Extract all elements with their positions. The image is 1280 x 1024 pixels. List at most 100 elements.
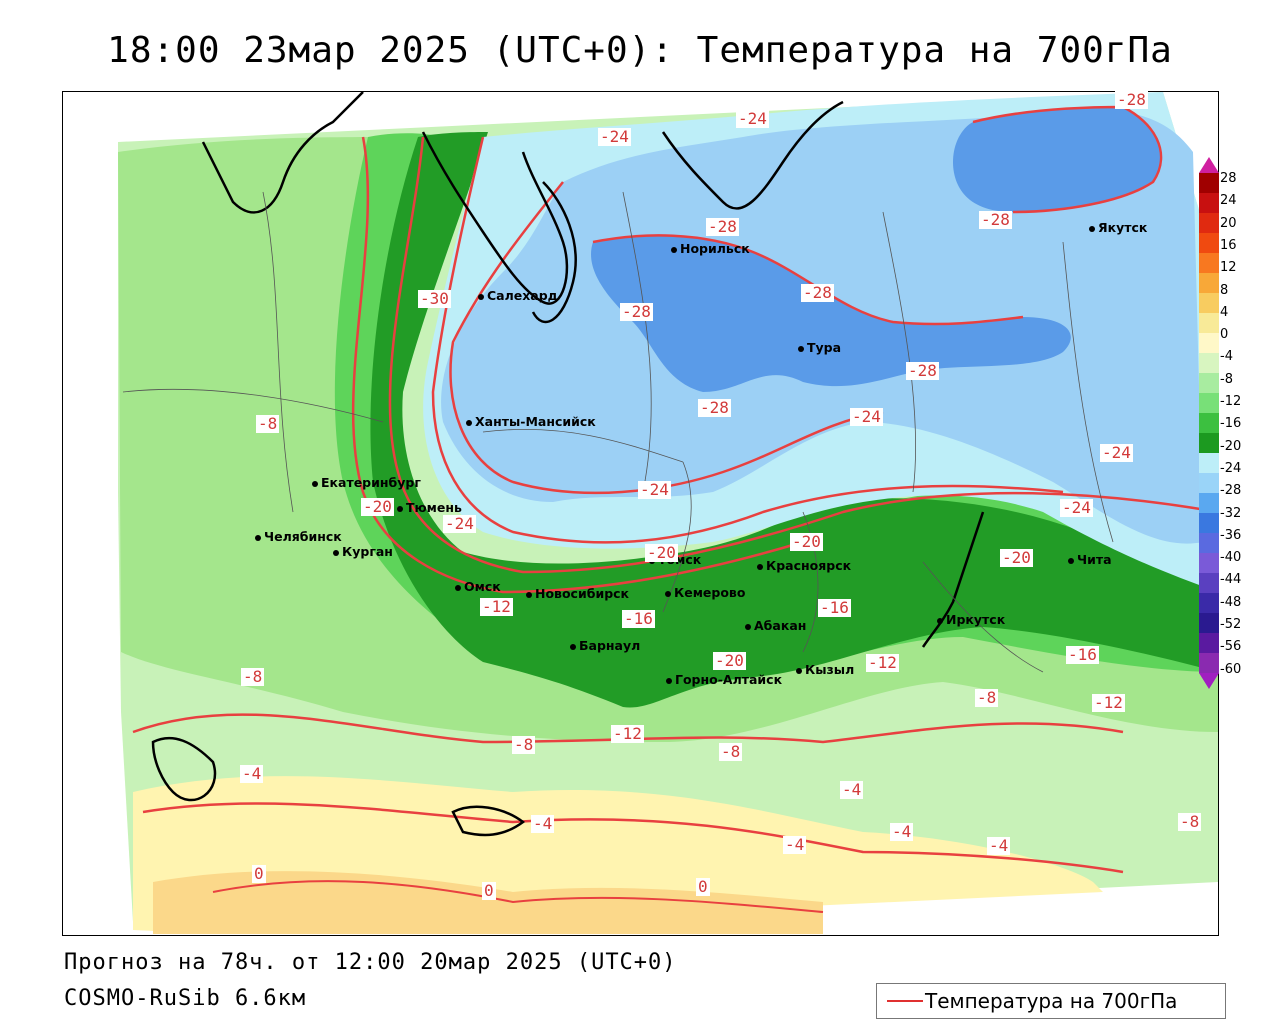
city-label: Кызыл (796, 663, 854, 677)
colorbar-swatch (1199, 233, 1219, 254)
coastline (661, 100, 844, 210)
city-name: Омск (464, 579, 501, 594)
colorbar-bottom-arrow (1199, 673, 1219, 689)
isotherm-label: -12 (480, 597, 513, 616)
city-label: Омск (455, 580, 501, 594)
city-dot (937, 617, 943, 624)
coastline (151, 736, 217, 802)
isotherm-label: -4 (840, 780, 864, 799)
city-dot (455, 584, 461, 591)
city-label: Якутск (1089, 221, 1147, 235)
city-dot (478, 293, 484, 300)
city-label: Екатеринбург (312, 476, 421, 490)
colorbar-swatch (1199, 473, 1219, 494)
colorbar-tick-label: 28 (1220, 171, 1237, 186)
forecast-map (62, 91, 1219, 936)
colorbar-tick-label: 24 (1220, 193, 1237, 209)
coastline (421, 131, 569, 305)
isotherm-label: 0 (482, 881, 496, 900)
colorbar-swatch (1199, 333, 1219, 354)
colorbar-swatch (1199, 593, 1219, 614)
isotherm-label: -8 (975, 688, 999, 707)
isotherm-label: -28 (620, 302, 653, 321)
city-dot (665, 590, 671, 597)
colorbar-swatch (1199, 293, 1219, 314)
isotherm-label: 0 (252, 864, 266, 883)
city-dot (466, 419, 472, 426)
colorbar-swatch (1199, 613, 1219, 634)
isotherm-line (351, 136, 804, 594)
city-label: Кемерово (665, 586, 745, 600)
isotherm-label: -16 (622, 609, 655, 628)
isotherm-label: -24 (736, 109, 769, 128)
colorbar-tick-label: -24 (1220, 460, 1242, 476)
colorbar-swatch (1199, 533, 1219, 554)
colorbar-tick-label: 20 (1220, 215, 1237, 231)
isotherm-label: -16 (818, 598, 851, 617)
city-label: Иркутск (937, 613, 1005, 627)
isotherm-line (142, 802, 1124, 874)
colorbar-tick-label: -28 (1220, 483, 1242, 499)
isotherm-label: -4 (531, 814, 555, 833)
colorbar-swatch (1199, 373, 1219, 394)
city-name: Тура (807, 340, 842, 355)
city-dot (312, 480, 318, 487)
forecast-info: Прогноз на 78ч. от 12:00 20мар 2025 (UTC… (64, 950, 677, 975)
colorbar-tick-label: -52 (1220, 617, 1242, 632)
colorbar-swatch (1199, 553, 1219, 574)
city-name: Челябинск (264, 529, 342, 544)
city-dot (255, 534, 261, 541)
isotherm-label: -20 (361, 497, 394, 516)
city-dot (526, 591, 532, 598)
city-dot (1089, 225, 1095, 232)
legend-line-swatch (887, 1000, 923, 1002)
city-name: Иркутск (946, 612, 1006, 627)
isotherm-label: -24 (850, 407, 883, 426)
city-dot (397, 505, 403, 512)
colorbar-swatch (1199, 213, 1219, 234)
colorbar-tick-label: 16 (1220, 237, 1237, 253)
colorbar-tick-label: -56 (1220, 639, 1242, 655)
city-name: Новосибирск (535, 586, 630, 601)
city-name: Екатеринбург (321, 475, 421, 490)
city-name: Норильск (680, 241, 750, 256)
colorbar-swatch (1199, 313, 1219, 334)
city-dot (798, 345, 804, 352)
city-label: Тюмень (397, 501, 462, 515)
colorbar-swatch (1199, 653, 1219, 674)
city-label: Красноярск (757, 559, 851, 573)
isotherm-line (972, 105, 1163, 214)
cold-zone-deep-1 (591, 235, 1071, 392)
colorbar-swatch (1199, 433, 1219, 454)
colorbar-tick-label: 4 (1220, 304, 1229, 320)
city-label: Челябинск (255, 530, 342, 544)
isotherm-label: -24 (1060, 498, 1093, 517)
city-label: Чита (1068, 553, 1112, 567)
isotherm-line (449, 181, 884, 495)
city-dot (1068, 557, 1074, 564)
isotherm-line (431, 136, 1064, 544)
colorbar-swatch (1199, 413, 1219, 434)
isotherm-label: -20 (1000, 548, 1033, 567)
colorbar-swatch (1199, 273, 1219, 294)
isotherm-line (132, 713, 1124, 744)
isotherm-label: -30 (418, 289, 451, 308)
region-border (122, 388, 1044, 673)
isotherm-label: -24 (443, 514, 476, 533)
legend-label: Температура на 700гПа (925, 989, 1178, 1013)
isotherm-label: -28 (906, 361, 939, 380)
colorbar-swatch (1199, 513, 1219, 534)
city-label: Курган (333, 545, 393, 559)
isotherm-line (212, 880, 824, 913)
isotherm-label: -28 (706, 217, 739, 236)
isotherm-label: -24 (638, 480, 671, 499)
colorbar-swatch (1199, 573, 1219, 594)
colorbar-tick-label: -48 (1220, 594, 1242, 610)
city-label: Новосибирск (526, 587, 629, 601)
city-name: Чита (1077, 552, 1112, 567)
colorbar-tick-label: -32 (1220, 505, 1242, 521)
isotherm-label: -8 (719, 742, 743, 761)
city-dot (796, 667, 802, 674)
colorbar-swatch (1199, 633, 1219, 654)
colorbar-top-arrow (1199, 157, 1219, 173)
